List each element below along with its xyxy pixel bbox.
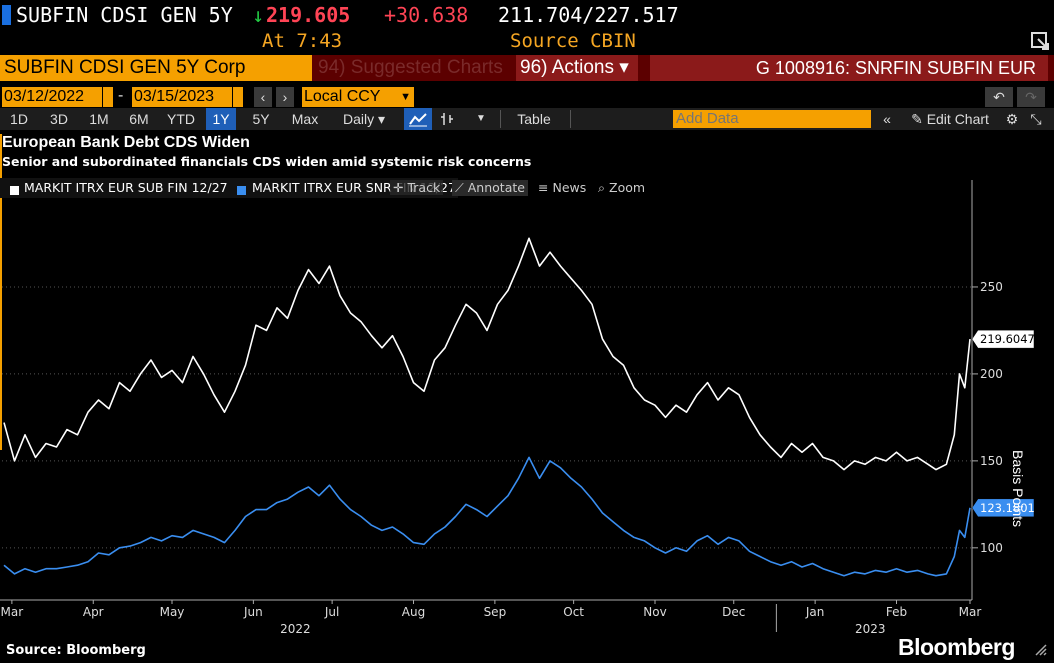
- time-row: At 7:43 Source CBIN: [0, 29, 1054, 53]
- source-code: Source CBIN: [510, 30, 636, 52]
- chart-subtitle: Senior and subordinated financials CDS w…: [2, 154, 532, 169]
- price-change: +30.638: [384, 3, 469, 27]
- x-tick-label: Aug: [402, 605, 425, 619]
- zoom-label: Zoom: [609, 180, 646, 195]
- last-value-label: 219.6047: [980, 332, 1035, 346]
- source-note: Source: Bloomberg: [6, 643, 146, 658]
- legend-bar: [0, 178, 458, 198]
- x-tick-label: Feb: [886, 605, 907, 619]
- y-tick-label: 100: [980, 541, 1003, 555]
- period-max[interactable]: Max: [291, 111, 319, 127]
- currency-value: Local CCY: [304, 88, 381, 105]
- divider: [500, 110, 501, 128]
- expand-icon[interactable]: ⤡: [1030, 111, 1042, 127]
- last-value-tag: [971, 498, 1035, 518]
- chart-title: European Bank Debt CDS Widen: [2, 134, 250, 151]
- x-tick-label: Jan: [805, 605, 825, 619]
- bloomberg-logo: Bloomberg: [898, 634, 1015, 660]
- actions-menu-button[interactable]: 96) Actions ▾: [516, 55, 638, 81]
- ticker-symbol: SUBFIN CDSI GEN 5Y: [16, 3, 233, 27]
- period-5y[interactable]: 5Y: [252, 111, 270, 127]
- x-tick-label: Jun: [243, 605, 263, 619]
- at-time: At 7:43: [262, 30, 343, 52]
- track-button[interactable]: ✛ Track: [390, 180, 444, 195]
- period-1y[interactable]: 1Y: [206, 108, 236, 130]
- track-label: Track: [407, 180, 441, 195]
- last-price: 219.605: [266, 3, 351, 27]
- security-name-field[interactable]: SUBFIN CDSI GEN 5Y Corp: [0, 55, 312, 81]
- legend-swatch-sub: [10, 186, 19, 195]
- last-value-label: 123.1801: [980, 501, 1035, 515]
- y-tick-label: 250: [980, 280, 1003, 294]
- suggested-charts-button[interactable]: 94) Suggested Charts: [318, 57, 503, 78]
- x-tick-label: Mar: [1, 605, 24, 619]
- bar-style-icon[interactable]: [436, 108, 458, 130]
- zoom-button[interactable]: ⌕ Zoom: [598, 180, 645, 196]
- next-period-button[interactable]: ›: [276, 87, 294, 107]
- x-tick-label: Mar: [959, 605, 982, 619]
- edit-chart-label: Edit Chart: [926, 111, 989, 127]
- pencil-icon: ⟋: [455, 180, 464, 195]
- year-label: 2023: [855, 622, 886, 636]
- year-label: 2022: [280, 622, 311, 636]
- line-chart-icon[interactable]: [404, 108, 432, 130]
- series-line-sub-fin: [3, 237, 971, 471]
- end-date-input[interactable]: 03/15/2023: [132, 87, 232, 107]
- quote-row: SUBFIN CDSI GEN 5Y ↓ 219.605 +30.638 211…: [0, 0, 1054, 30]
- series-line-snr-fin: [3, 456, 971, 577]
- panel-edge-marker: [0, 134, 2, 450]
- calendar-icon[interactable]: [233, 87, 243, 107]
- resize-grip-icon[interactable]: [1034, 639, 1048, 657]
- start-date-input[interactable]: 03/12/2022: [2, 87, 102, 107]
- edit-chart-button[interactable]: ✎ Edit Chart: [902, 108, 998, 130]
- y-axis-label: Basis Points: [1010, 450, 1026, 528]
- last-value-tag: [971, 329, 1035, 349]
- x-tick-label: Jul: [324, 605, 339, 619]
- period-ytd[interactable]: YTD: [167, 111, 195, 127]
- y-tick-label: 150: [980, 454, 1003, 468]
- security-id: G 1008916: SNRFIN SUBFIN EUR: [650, 55, 1048, 81]
- pencil-icon: ✎: [911, 111, 923, 127]
- chevron-down-icon: ▼: [400, 91, 411, 103]
- crosshair-icon: ✛: [393, 180, 404, 195]
- legend-swatch-snr: [237, 186, 246, 195]
- news-icon: ≡: [538, 180, 549, 195]
- bid-ask: 211.704/227.517: [498, 3, 679, 27]
- prev-period-button[interactable]: ‹: [254, 87, 272, 107]
- x-tick-label: Dec: [722, 605, 745, 619]
- x-tick-label: Apr: [83, 605, 104, 619]
- annotate-button[interactable]: ⟋ Annotate: [452, 180, 528, 196]
- calendar-icon[interactable]: [103, 87, 113, 107]
- collapse-double-chevron-icon[interactable]: «: [883, 111, 891, 127]
- redo-icon[interactable]: ↷: [1017, 87, 1045, 107]
- currency-select[interactable]: Local CCY ▼: [302, 87, 414, 107]
- undo-icon[interactable]: ↶: [985, 87, 1013, 107]
- chart-style-dropdown-icon[interactable]: ▼: [476, 113, 486, 124]
- ticker-marker: [2, 5, 11, 25]
- settings-icon[interactable]: ⚙: [1005, 111, 1019, 127]
- down-arrow-icon: ↓: [252, 3, 265, 27]
- y-tick-label: 200: [980, 367, 1003, 381]
- popout-icon[interactable]: [1030, 30, 1050, 50]
- x-tick-label: Nov: [643, 605, 666, 619]
- legend-label-sub[interactable]: MARKIT ITRX EUR SUB FIN 12/27: [24, 180, 228, 195]
- add-data-input[interactable]: [673, 110, 871, 128]
- period-6m[interactable]: 6M: [129, 111, 149, 127]
- period-3d[interactable]: 3D: [50, 111, 68, 127]
- table-button[interactable]: Table: [517, 111, 551, 127]
- period-1d[interactable]: 1D: [10, 111, 28, 127]
- x-tick-label: May: [160, 605, 185, 619]
- period-1m[interactable]: 1M: [89, 111, 109, 127]
- x-tick-label: Oct: [563, 605, 584, 619]
- annotate-label: Annotate: [467, 180, 525, 195]
- x-tick-label: Sep: [484, 605, 507, 619]
- divider: [570, 110, 571, 128]
- date-separator: -: [118, 87, 124, 104]
- news-button[interactable]: ≡ News: [538, 180, 586, 195]
- frequency-select[interactable]: Daily ▾: [342, 111, 386, 127]
- news-label: News: [552, 180, 587, 195]
- magnifier-icon: ⌕: [598, 180, 606, 195]
